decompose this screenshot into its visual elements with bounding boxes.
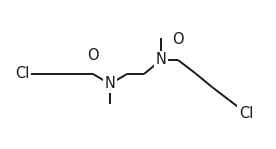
Text: O: O	[172, 32, 184, 48]
Text: Cl: Cl	[239, 105, 253, 121]
Text: N: N	[105, 76, 115, 91]
Text: Cl: Cl	[15, 66, 29, 82]
Text: O: O	[87, 48, 99, 62]
Text: N: N	[156, 52, 166, 67]
